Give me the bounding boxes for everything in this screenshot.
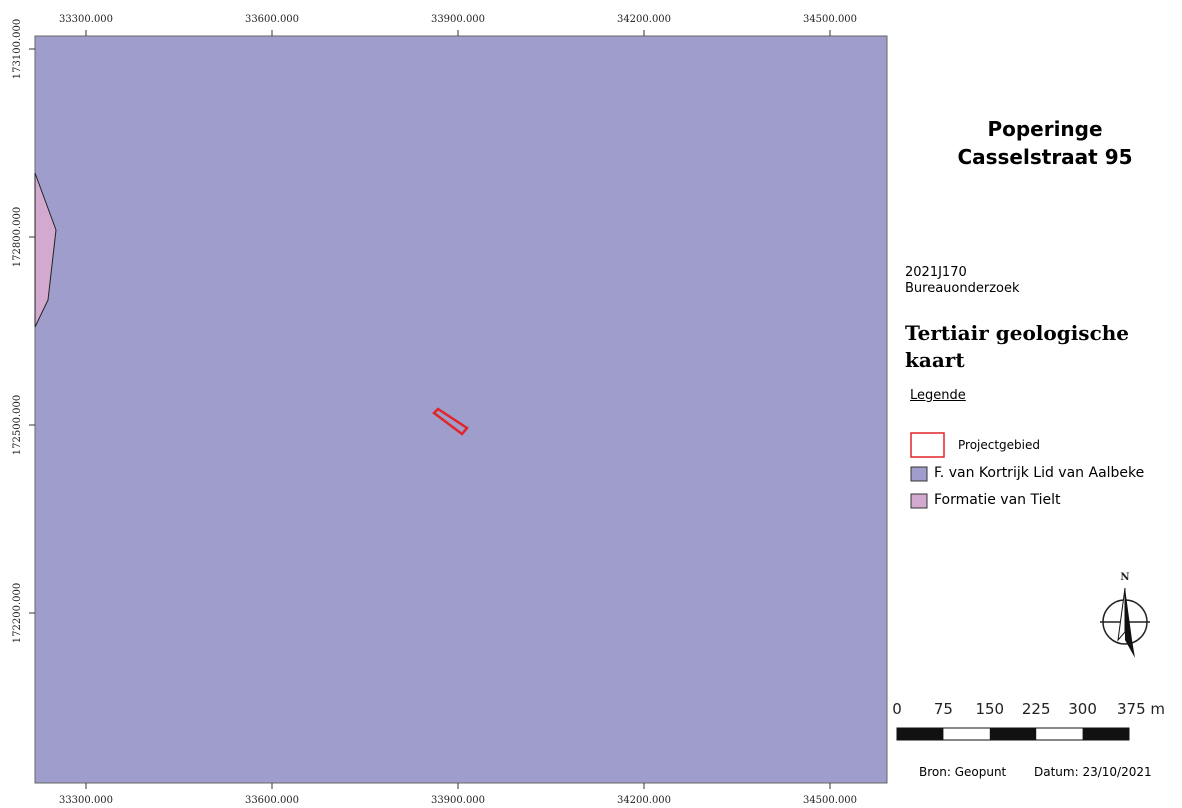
project-kind: Bureauonderzoek [905, 281, 1020, 296]
title-line: Casselstraat 95 [957, 145, 1133, 169]
source: Bron: Geopunt [919, 765, 1007, 779]
x-coordinate-label: 34200.000 [617, 795, 671, 806]
scale-bar [896, 727, 1130, 741]
x-coordinate-label: 33600.000 [245, 14, 299, 25]
legend-heading: Legende [910, 388, 966, 403]
scale-label: 300 [1068, 700, 1097, 718]
scale-label: 225 [1022, 700, 1051, 718]
x-coordinate-label: 34200.000 [617, 14, 671, 25]
scale-labels: 0 75 150 225 300 375 m [892, 700, 1165, 718]
x-coordinate-label: 33600.000 [245, 795, 299, 806]
map-title: Tertiair geologische kaart [905, 321, 1130, 372]
scale-label: 150 [975, 700, 1004, 718]
y-coordinate-label: 172800.000 [12, 207, 23, 267]
legend-swatch-tielt [910, 493, 928, 509]
y-ticks: 173100.000 172800.000 172500.000 172200.000 [12, 19, 35, 643]
y-coordinate-label: 172500.000 [12, 395, 23, 455]
legend-label: F. van Kortrijk Lid van Aalbeke [934, 465, 1145, 481]
title-line: Poperinge [987, 117, 1103, 141]
project-code: 2021J170 [905, 265, 967, 280]
north-arrow: N [1100, 572, 1150, 658]
date: Datum: 23/10/2021 [1034, 765, 1152, 779]
x-coordinate-label: 34500.000 [803, 14, 857, 25]
scale-label: 375 m [1117, 700, 1165, 718]
x-coordinate-label: 34500.000 [803, 795, 857, 806]
legend-label: Formatie van Tielt [934, 492, 1061, 508]
project-info: 2021J170 Bureauonderzoek [905, 265, 1020, 297]
legend-label: Projectgebied [958, 438, 1041, 452]
scale-label: 0 [892, 700, 902, 718]
x-coordinate-label: 33300.000 [59, 14, 113, 25]
legend-swatch-aalbeke [910, 466, 928, 482]
project-area [432, 407, 469, 436]
scale-label: 75 [934, 700, 953, 718]
legend-swatch-project [910, 432, 945, 458]
map-frame [34, 35, 888, 784]
x-ticks: 33300.000 33300.000 33600.000 33600.000 3390… [59, 14, 857, 806]
formation-tielt-area [34, 172, 57, 328]
north-label: N [1120, 572, 1129, 583]
x-coordinate-label: 33900.000 [431, 14, 485, 25]
title: Poperinge Casselstraat 95 [935, 115, 1155, 171]
y-coordinate-label: 173100.000 [12, 19, 23, 79]
x-coordinate-label: 33300.000 [59, 795, 113, 806]
x-coordinate-label: 33900.000 [431, 795, 485, 806]
y-coordinate-label: 172200.000 [12, 583, 23, 643]
